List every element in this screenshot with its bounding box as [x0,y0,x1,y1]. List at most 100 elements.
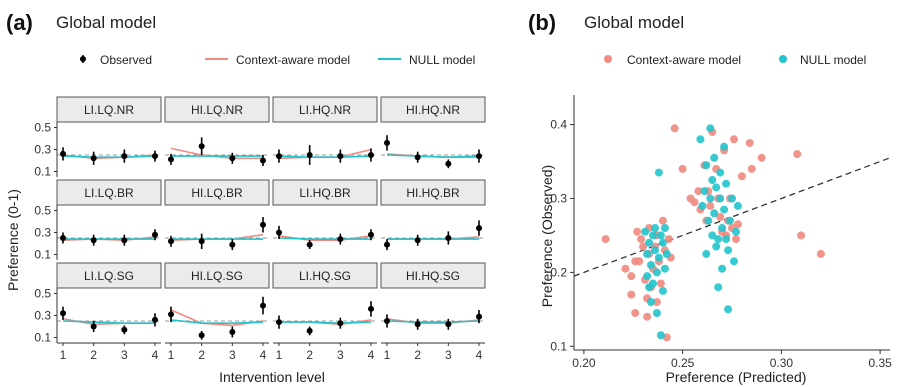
context-model-point [658,216,667,225]
facet-strip-label: LI.LQ.SG [84,269,134,283]
observed-point [368,231,374,238]
x-tick-label: 1 [60,348,67,362]
y-tick-label: 0.1 [34,331,51,345]
facet-strip-label: LI.LQ.BR [84,186,134,200]
null-model-point [652,268,661,277]
context-model-point [745,139,754,147]
facet-strip [272,262,378,289]
context-model-point [639,242,648,251]
facet-li-hq-nr: LI.HQ.NR [272,96,378,165]
null-model-point [710,153,719,162]
null-model-point [720,142,729,151]
x-tick-label: 1 [168,348,175,362]
observed-point [260,221,266,228]
observed-point [445,321,452,328]
observed-point [121,237,128,244]
context-model-point [670,124,679,133]
null-model-point [647,261,655,269]
null-model-point [706,194,715,203]
x-tick-label: 3 [337,348,344,362]
observed-point [384,241,390,248]
scatter-x-tick-label: 0.25 [671,356,695,370]
y-tick-label: 0.3 [34,226,51,240]
legend-b-context-marker [604,55,612,63]
legend-b-null-marker [779,55,787,63]
facet-grid: LI.LQ.NR HI.LQ.NR LI.HQ.NR HI.HQ.NR LI.LQ.BR… [56,96,486,344]
context-model-point [694,187,703,196]
x-tick-label: 3 [229,348,236,362]
null-model-point [660,224,669,232]
y-tick-label: 0.5 [34,204,51,218]
facet-li-lq-nr: LI.LQ.NR [56,96,162,177]
null-model-point [645,238,654,247]
facet-strip-label: HI.LQ.BR [191,186,243,200]
facet-strip-label: HI.HQ.BR [406,186,460,200]
x-tick-label: 1 [384,348,391,362]
null-model-point [708,231,717,240]
facet-strip-label: HI.HQ.NR [406,103,460,117]
facet-strip [380,262,486,289]
context-model-point [690,198,699,207]
y-tick-label: 0.5 [34,121,51,135]
facet-strip [380,179,486,206]
observed-point [60,150,66,157]
null-model-line [278,155,372,158]
null-model-line [62,320,155,324]
observed-point [229,329,236,335]
context-model-point [797,231,806,240]
observed-point [198,332,205,339]
context-model-point [747,164,756,173]
null-model-point [722,235,731,244]
null-model-point [712,183,721,192]
context-model-point [652,298,661,306]
context-model-point [730,135,738,144]
scatter-plot: 0.20 0.25 0.30 0.35 0.1 0.2 0.3 0.4 [550,95,892,370]
facet-strip-label: LI.HQ.NR [299,103,351,117]
null-model-point [643,249,652,258]
null-model-point [722,179,731,188]
null-model-point [718,224,727,232]
facet-strip [164,179,270,206]
observed-point [168,238,174,245]
observed-point [198,143,205,150]
context-model-point [643,312,652,321]
panel-b-title: Global model [584,13,684,32]
observed-point [306,152,313,158]
x-tick-label: 1 [276,348,283,362]
null-model-point [714,235,723,244]
scatter-x-tick-label: 0.20 [572,356,596,370]
null-model-point [724,305,733,314]
facet-strip-label: HI.LQ.NR [191,103,243,117]
facet-strip [272,179,378,206]
observed-point [198,238,205,245]
context-model-point [635,257,644,266]
null-model-point [700,187,709,196]
null-model-point [651,246,659,255]
panel-a-y-axis: 0.1 0.3 0.5 0.1 0.3 0.5 0.1 0.3 0.5 [34,121,57,345]
panel-b-y-label: Preference (Observed) [539,165,555,307]
facet-strip [380,96,486,123]
observed-point [229,241,236,248]
null-model-line [279,321,372,325]
x-tick-label: 2 [90,348,97,362]
y-tick-label: 0.5 [34,287,51,301]
context-model-point [633,227,642,236]
panel-a-legend: Observed Context-aware model NULL model [80,53,475,67]
scatter-y-tick-label: 0.4 [550,118,567,132]
observed-point [414,154,421,161]
panel-a-y-label: Preference (0-1) [5,189,21,291]
null-model-point [649,279,657,288]
x-tick-label: 3 [121,348,128,362]
null-model-point [724,246,733,255]
null-model-point [710,209,719,218]
observed-point [414,321,421,328]
null-model-line [386,154,480,159]
null-model-line [386,320,480,323]
null-model-point [698,201,707,210]
observed-point [168,311,174,318]
facet-hi-lq-sg: HI.LQ.SG [164,262,270,344]
observed-point [414,237,421,244]
context-model-point [816,249,825,258]
context-model-point [733,220,742,229]
facet-strip-label: HI.LQ.SG [191,269,243,283]
